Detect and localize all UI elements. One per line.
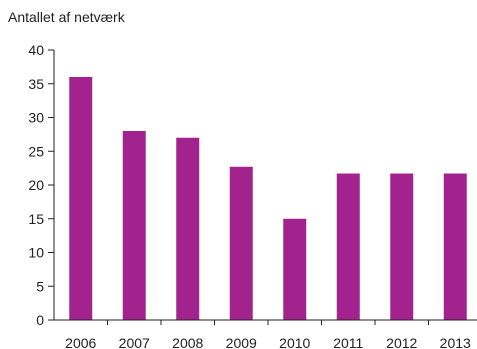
y-tick-label: 20 bbox=[28, 177, 44, 193]
bar-2011 bbox=[336, 173, 360, 320]
x-tick-label: 2012 bbox=[386, 335, 417, 349]
y-tick-label: 25 bbox=[28, 143, 44, 159]
y-tick-label: 10 bbox=[28, 245, 44, 261]
x-tick-label: 2007 bbox=[119, 335, 150, 349]
y-tick-label: 5 bbox=[36, 278, 44, 294]
bar-2009 bbox=[229, 166, 253, 320]
y-tick-label: 0 bbox=[36, 312, 44, 328]
y-tick-label: 35 bbox=[28, 76, 44, 92]
bar-2010 bbox=[283, 218, 307, 320]
y-tick-label: 40 bbox=[28, 42, 44, 58]
bar-2008 bbox=[176, 137, 200, 320]
bar-2006 bbox=[69, 77, 93, 320]
x-tick-label: 2010 bbox=[279, 335, 310, 349]
x-tick-label: 2008 bbox=[172, 335, 203, 349]
bar-2013 bbox=[443, 173, 467, 320]
x-tick-label: 2006 bbox=[65, 335, 96, 349]
bars-group bbox=[69, 77, 467, 320]
bar-2012 bbox=[390, 173, 414, 320]
chart-title: Antallet af netværk bbox=[8, 9, 125, 25]
bar-2007 bbox=[122, 131, 146, 320]
y-tick-label: 30 bbox=[28, 110, 44, 126]
y-tick-label: 15 bbox=[28, 211, 44, 227]
x-tick-label: 2013 bbox=[440, 335, 471, 349]
x-tick-label: 2011 bbox=[333, 335, 363, 349]
x-axis: 2006 2007 2008 2009 2010 2011 2012 2013 bbox=[54, 319, 477, 349]
x-tick-label: 2009 bbox=[226, 335, 257, 349]
y-axis: 0 5 10 15 20 25 30 35 40 bbox=[28, 42, 55, 328]
